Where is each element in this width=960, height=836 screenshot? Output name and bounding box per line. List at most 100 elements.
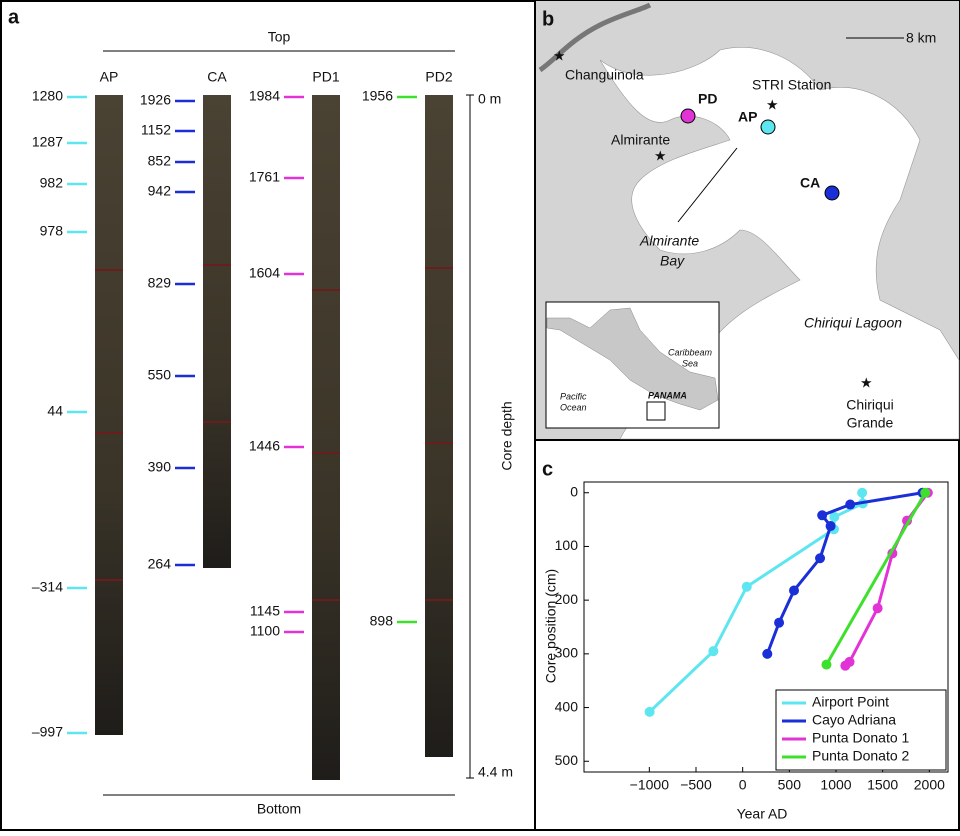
- x-tick-label: −500: [680, 777, 712, 793]
- point: [644, 706, 655, 717]
- place: Changuinola: [565, 67, 644, 83]
- age-label: 1145: [250, 603, 280, 619]
- bottom-label: Bottom: [257, 801, 301, 817]
- x-tick-label: 0: [739, 777, 747, 793]
- core: [95, 95, 123, 735]
- plot-frame: [583, 481, 949, 773]
- site: [680, 108, 696, 124]
- age-label: 1152: [141, 122, 171, 138]
- age-label: 44: [47, 403, 63, 419]
- y-tick-label: 300: [555, 645, 579, 661]
- age-label: 982: [40, 175, 64, 191]
- point: [708, 646, 719, 657]
- age-label: 1956: [362, 88, 393, 104]
- depth-top: 0 m: [478, 91, 501, 107]
- series-line: [825, 491, 927, 666]
- x-tick-label: 2000: [914, 777, 945, 793]
- age-label: 1100: [250, 623, 280, 639]
- point: [817, 510, 828, 521]
- age-label: 829: [148, 275, 172, 291]
- site-label: AP: [738, 109, 757, 125]
- panel-letter: a: [8, 6, 20, 28]
- age-label: –997: [32, 724, 63, 740]
- river: [538, 2, 652, 73]
- age-label: 390: [148, 459, 172, 475]
- legend-label: Punta Donato 1: [812, 730, 910, 746]
- age-label: 978: [40, 223, 64, 239]
- y-tick-label: 0: [570, 483, 578, 499]
- point: [762, 648, 773, 659]
- point: [829, 511, 840, 522]
- y-tick-label: 100: [555, 537, 579, 553]
- core: [312, 95, 340, 780]
- panel-letter: c: [542, 458, 553, 480]
- star: ★: [654, 148, 667, 164]
- site: [824, 185, 840, 201]
- place: Bay: [660, 253, 685, 269]
- age-label: 1984: [249, 88, 280, 104]
- point: [840, 660, 851, 671]
- site-label: PD: [698, 91, 717, 107]
- place: Almirante: [611, 132, 670, 148]
- core-name: PD1: [312, 69, 339, 85]
- land: [546, 307, 719, 411]
- point: [825, 521, 836, 532]
- y-tick-label: 200: [555, 591, 579, 607]
- age-label: 1280: [32, 88, 63, 104]
- legend-label: Punta Donato 2: [812, 748, 910, 764]
- place: Almirante: [639, 233, 699, 249]
- point: [815, 553, 826, 564]
- panel-letter: b: [542, 8, 554, 30]
- point: [741, 581, 752, 592]
- point: [920, 487, 931, 498]
- place: Grande: [847, 415, 894, 431]
- x-tick-label: 1500: [867, 777, 898, 793]
- locator: [646, 401, 666, 421]
- depth-label: Core depth: [499, 401, 515, 470]
- star: ★: [766, 97, 779, 113]
- site: [760, 119, 776, 135]
- age-label: 1761: [249, 169, 280, 185]
- core: [203, 95, 231, 568]
- point: [774, 617, 785, 628]
- leader: [677, 147, 738, 223]
- age-label: 852: [148, 153, 172, 169]
- place: STRI Station: [752, 77, 831, 93]
- sea: Sea: [682, 358, 698, 368]
- x-tick-label: 1000: [820, 777, 851, 793]
- star: ★: [860, 375, 873, 391]
- ocean: Ocean: [560, 402, 587, 412]
- legend-label: Cayo Adriana: [812, 712, 896, 728]
- age-label: –314: [32, 579, 63, 595]
- place: Chiriqui: [846, 397, 893, 413]
- point: [857, 487, 868, 498]
- ocean: Pacific: [560, 391, 587, 401]
- age-label: 264: [148, 556, 172, 572]
- x-tick-label: −1000: [630, 777, 670, 793]
- panel-b: b 8 km ★ Changuinola ★ STRI Station ★ Al…: [536, 1, 960, 440]
- site-label: CA: [800, 175, 820, 191]
- age-label: 942: [148, 183, 172, 199]
- core-name: PD2: [425, 69, 452, 85]
- core-name: CA: [207, 69, 227, 85]
- point: [821, 659, 832, 670]
- point: [845, 499, 856, 510]
- core-name: AP: [100, 69, 119, 85]
- panel-c: c Year AD Core position (cm) −1000 −500 0 5…: [542, 458, 949, 822]
- core: [425, 95, 453, 757]
- top-label: Top: [268, 29, 291, 45]
- country: PANAMA: [648, 390, 687, 400]
- depth-bottom: 4.4 m: [478, 764, 513, 780]
- y-label: Core position (cm): [543, 569, 559, 683]
- scale-label: 8 km: [906, 30, 936, 46]
- age-label: 1287: [32, 134, 63, 150]
- y-tick-label: 500: [555, 752, 579, 768]
- age-label: 550: [148, 367, 172, 383]
- legend-label: Airport Point: [812, 694, 889, 710]
- x-tick-label: 500: [778, 777, 802, 793]
- x-label: Year AD: [737, 806, 788, 822]
- age-label: 1446: [249, 438, 280, 454]
- y-tick-label: 400: [555, 698, 579, 714]
- star: ★: [553, 48, 566, 64]
